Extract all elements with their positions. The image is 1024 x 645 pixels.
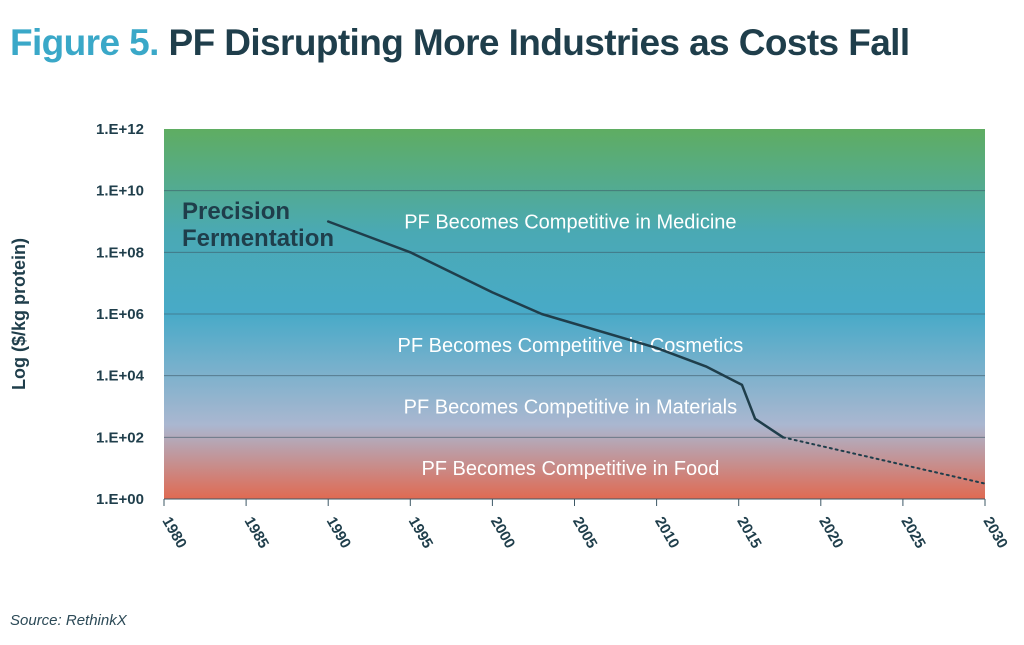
x-tick-label: 2020 <box>815 514 846 551</box>
y-axis-label: Log ($/kg protein) <box>9 238 29 390</box>
x-tick-label: 1995 <box>405 514 436 551</box>
band-annotation: PF Becomes Competitive in Food <box>421 458 719 480</box>
x-tick-label: 1990 <box>323 514 354 551</box>
figure-label: Figure 5. <box>10 22 159 63</box>
y-tick-label: 1.E+10 <box>96 183 144 200</box>
figure-title: PF Disrupting More Industries as Costs F… <box>168 22 910 63</box>
projection-line <box>782 436 986 485</box>
x-tick-label: 2000 <box>487 514 518 551</box>
band-annotation: PF Becomes Competitive in Medicine <box>404 212 736 234</box>
x-tick-label: 1985 <box>241 514 272 551</box>
band-annotation: PF Becomes Competitive in Materials <box>404 397 737 419</box>
x-tick-label: 2005 <box>569 514 600 551</box>
x-tick-label: 2010 <box>651 514 682 551</box>
y-tick-label: 1.E+00 <box>96 491 144 508</box>
x-tick-label: 1980 <box>159 514 190 551</box>
x-tick-label: 2025 <box>897 514 928 551</box>
x-tick-label: 2015 <box>733 514 764 551</box>
series-label-precision-fermentation: Precision Fermentation <box>182 198 334 252</box>
y-tick-label: 1.E+02 <box>96 429 144 446</box>
precision-fermentation-line <box>326 220 785 439</box>
source-note: Source: RethinkX <box>10 612 127 629</box>
y-tick-label: 1.E+12 <box>96 121 144 138</box>
y-tick-label: 1.E+04 <box>96 368 145 385</box>
band-annotation: PF Becomes Competitive in Cosmetics <box>398 335 744 357</box>
x-tick-label: 2030 <box>980 514 1011 551</box>
series-label-line-1: Precision <box>182 198 290 225</box>
chart-title: Figure 5. PF Disrupting More Industries … <box>10 22 910 64</box>
y-tick-label: 1.E+08 <box>96 244 144 261</box>
y-tick-label: 1.E+06 <box>96 306 144 323</box>
series-label-line-2: Fermentation <box>182 225 334 252</box>
